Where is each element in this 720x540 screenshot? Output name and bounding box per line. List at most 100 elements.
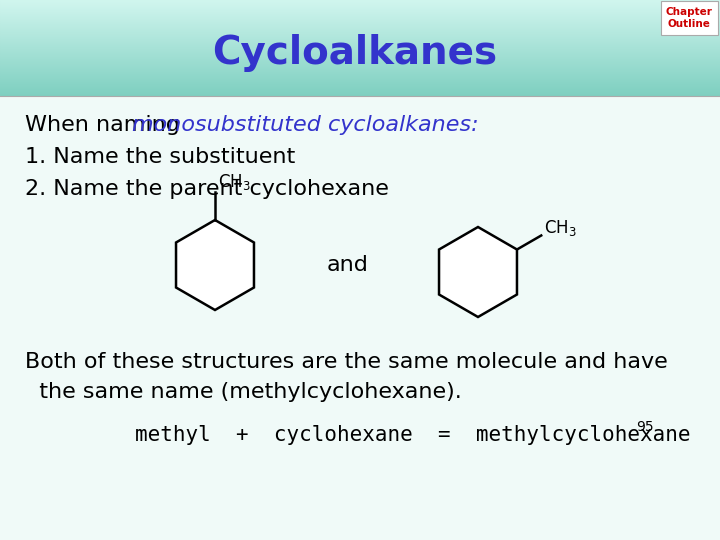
Bar [0, 5, 720, 6]
Bar [0, 87, 720, 88]
Bar [0, 31, 720, 32]
Bar [0, 60, 720, 61]
Bar [0, 0, 720, 1]
Polygon shape [176, 220, 254, 310]
Bar [0, 55, 720, 56]
Bar [0, 11, 720, 12]
Bar [0, 72, 720, 73]
Bar [0, 66, 720, 67]
Bar [0, 50, 720, 51]
Bar [0, 34, 720, 35]
Bar [0, 20, 720, 21]
Bar [0, 23, 720, 24]
Bar [0, 12, 720, 13]
Bar [0, 19, 720, 20]
Bar [0, 88, 720, 89]
Bar [0, 64, 720, 65]
Bar [0, 58, 720, 59]
Bar [0, 45, 720, 46]
Bar [0, 17, 720, 18]
Bar [0, 29, 720, 30]
Bar [0, 86, 720, 87]
Bar [0, 76, 720, 77]
Text: methyl  +  cyclohexane  =  methylcyclohexane: methyl + cyclohexane = methylcyclohexane [135, 425, 690, 445]
Bar [0, 67, 720, 68]
Bar [0, 44, 720, 45]
Bar [0, 80, 720, 81]
Text: CH$_3$: CH$_3$ [218, 172, 251, 192]
Bar [0, 78, 720, 79]
Bar [0, 53, 720, 54]
Bar [0, 57, 720, 58]
Bar [0, 37, 720, 38]
Bar [0, 92, 720, 93]
Bar [0, 32, 720, 33]
Bar [0, 26, 720, 27]
Bar [0, 15, 720, 16]
Bar [0, 49, 720, 50]
Bar [0, 83, 720, 84]
Bar [0, 13, 720, 14]
Bar [0, 79, 720, 80]
Bar [0, 81, 720, 82]
Bar [0, 38, 720, 39]
Bar [0, 61, 720, 62]
Bar [0, 69, 720, 70]
Bar [0, 77, 720, 78]
Bar [0, 42, 720, 43]
Bar [0, 39, 720, 40]
Bar [0, 16, 720, 17]
Bar [0, 22, 720, 23]
Bar [0, 93, 720, 94]
Bar [0, 70, 720, 71]
Bar [0, 24, 720, 25]
Bar [0, 47, 720, 48]
Bar [0, 18, 720, 19]
Bar [0, 28, 720, 29]
Bar [0, 56, 720, 57]
Bar [0, 82, 720, 83]
Bar [0, 84, 720, 85]
Bar [0, 75, 720, 76]
Text: the same name (methylcyclohexane).: the same name (methylcyclohexane). [25, 382, 462, 402]
Bar [0, 51, 720, 52]
Bar [0, 41, 720, 42]
Bar [0, 2, 720, 3]
Bar [0, 65, 720, 66]
FancyBboxPatch shape [661, 1, 718, 35]
Bar [0, 6, 720, 7]
Bar [0, 14, 720, 15]
Bar [0, 63, 720, 64]
Bar [0, 91, 720, 92]
Bar [0, 30, 720, 31]
Text: Chapter
Outline: Chapter Outline [665, 7, 712, 29]
Text: Both of these structures are the same molecule and have: Both of these structures are the same mo… [25, 352, 667, 372]
Bar [0, 71, 720, 72]
Bar [0, 4, 720, 5]
Bar [0, 8, 720, 9]
Text: When naming: When naming [25, 115, 187, 135]
Text: and: and [327, 255, 369, 275]
Bar [0, 3, 720, 4]
Bar [0, 94, 720, 95]
Bar [0, 21, 720, 22]
Bar [0, 35, 720, 36]
Polygon shape [439, 227, 517, 317]
Bar [0, 36, 720, 37]
Bar [0, 48, 720, 49]
Text: CH$_3$: CH$_3$ [544, 219, 577, 239]
Bar [0, 10, 720, 11]
Bar [0, 54, 720, 55]
Text: 1. Name the substituent: 1. Name the substituent [25, 147, 295, 167]
Bar [0, 90, 720, 91]
Bar [0, 68, 720, 69]
Bar [0, 62, 720, 63]
Bar [0, 7, 720, 8]
Bar [0, 52, 720, 53]
Text: monosubstituted cycloalkanes:: monosubstituted cycloalkanes: [132, 115, 479, 135]
Bar [0, 46, 720, 47]
Bar [0, 85, 720, 86]
Bar [0, 43, 720, 44]
Bar [0, 9, 720, 10]
Bar [0, 59, 720, 60]
